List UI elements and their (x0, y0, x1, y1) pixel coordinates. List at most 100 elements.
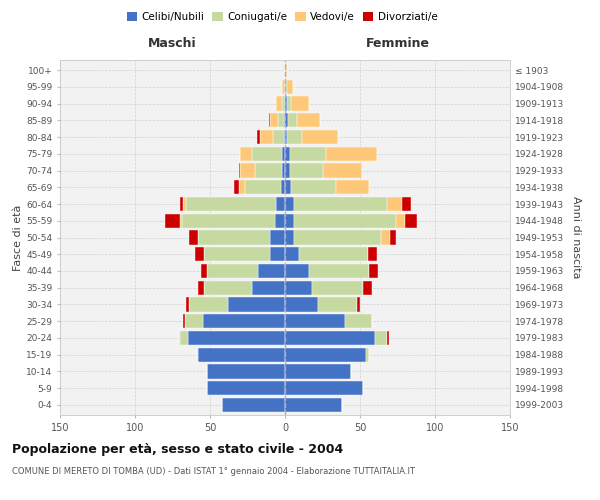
Bar (282, 164, 285, 177)
Bar (273, 130, 284, 144)
Bar (345, 314, 372, 328)
Bar (396, 214, 405, 228)
Legend: Celibi/Nubili, Coniugati/e, Vedovi/e, Divorziati/e: Celibi/Nubili, Coniugati/e, Vedovi/e, Di… (122, 8, 442, 26)
Bar (294, 197, 387, 211)
Bar (189, 230, 198, 244)
Bar (203, 314, 285, 328)
Bar (288, 113, 297, 128)
Bar (269, 113, 270, 128)
Bar (325, 146, 377, 161)
Bar (297, 113, 320, 128)
Bar (207, 264, 258, 278)
Bar (179, 331, 180, 345)
Bar (285, 180, 291, 194)
Bar (381, 230, 390, 244)
Bar (245, 180, 281, 194)
Bar (198, 280, 204, 295)
Bar (186, 197, 276, 211)
Bar (285, 381, 363, 396)
Bar (183, 314, 185, 328)
Bar (285, 197, 294, 211)
Bar (195, 247, 204, 262)
Bar (387, 197, 402, 211)
Bar (312, 280, 363, 295)
Bar (323, 164, 361, 177)
Bar (285, 96, 287, 110)
Bar (270, 247, 285, 262)
Bar (285, 113, 288, 128)
Bar (287, 80, 293, 94)
Bar (282, 96, 285, 110)
Bar (285, 298, 318, 312)
Bar (285, 398, 342, 412)
Bar (285, 280, 312, 295)
Bar (369, 264, 378, 278)
Bar (276, 197, 285, 211)
Bar (285, 247, 299, 262)
Bar (294, 214, 396, 228)
Bar (198, 230, 270, 244)
Bar (189, 298, 228, 312)
Bar (207, 381, 285, 396)
Text: COMUNE DI MERETO DI TOMBA (UD) - Dati ISTAT 1° gennaio 2004 - Elaborazione TUTTA: COMUNE DI MERETO DI TOMBA (UD) - Dati IS… (12, 468, 415, 476)
Bar (281, 180, 285, 194)
Bar (277, 113, 284, 128)
Bar (285, 63, 287, 77)
Bar (180, 331, 187, 345)
Text: Maschi: Maschi (148, 37, 197, 50)
Bar (252, 146, 282, 161)
Bar (291, 180, 336, 194)
Bar (201, 264, 207, 278)
Bar (275, 214, 285, 228)
Bar (285, 80, 287, 94)
Bar (240, 146, 252, 161)
Y-axis label: Fasce di età: Fasce di età (13, 204, 23, 270)
Text: Femmine: Femmine (365, 37, 430, 50)
Bar (285, 146, 290, 161)
Bar (255, 164, 282, 177)
Bar (357, 298, 360, 312)
Bar (239, 180, 245, 194)
Text: Popolazione per età, sesso e stato civile - 2004: Popolazione per età, sesso e stato civil… (12, 442, 343, 456)
Bar (257, 130, 260, 144)
Bar (276, 96, 282, 110)
Bar (284, 130, 285, 144)
Bar (270, 113, 277, 128)
Bar (270, 230, 285, 244)
Bar (240, 164, 255, 177)
Bar (260, 130, 273, 144)
Bar (285, 214, 294, 228)
Bar (204, 247, 270, 262)
Bar (302, 130, 337, 144)
Bar (284, 113, 285, 128)
Bar (291, 96, 309, 110)
Bar (228, 298, 285, 312)
Bar (285, 164, 290, 177)
Bar (258, 264, 285, 278)
Bar (186, 298, 189, 312)
Bar (282, 80, 285, 94)
Bar (367, 247, 377, 262)
Bar (252, 280, 285, 295)
Bar (285, 348, 366, 362)
Bar (198, 348, 285, 362)
Bar (336, 180, 369, 194)
Bar (387, 331, 389, 345)
Bar (390, 230, 396, 244)
Bar (197, 348, 198, 362)
Bar (402, 197, 411, 211)
Bar (363, 280, 372, 295)
Bar (366, 348, 369, 362)
Bar (180, 197, 183, 211)
Bar (234, 180, 239, 194)
Bar (180, 214, 182, 228)
Bar (222, 398, 285, 412)
Bar (294, 230, 381, 244)
Bar (183, 197, 186, 211)
Bar (239, 164, 240, 177)
Bar (185, 314, 203, 328)
Bar (285, 130, 287, 144)
Bar (287, 130, 302, 144)
Bar (405, 214, 417, 228)
Bar (299, 247, 367, 262)
